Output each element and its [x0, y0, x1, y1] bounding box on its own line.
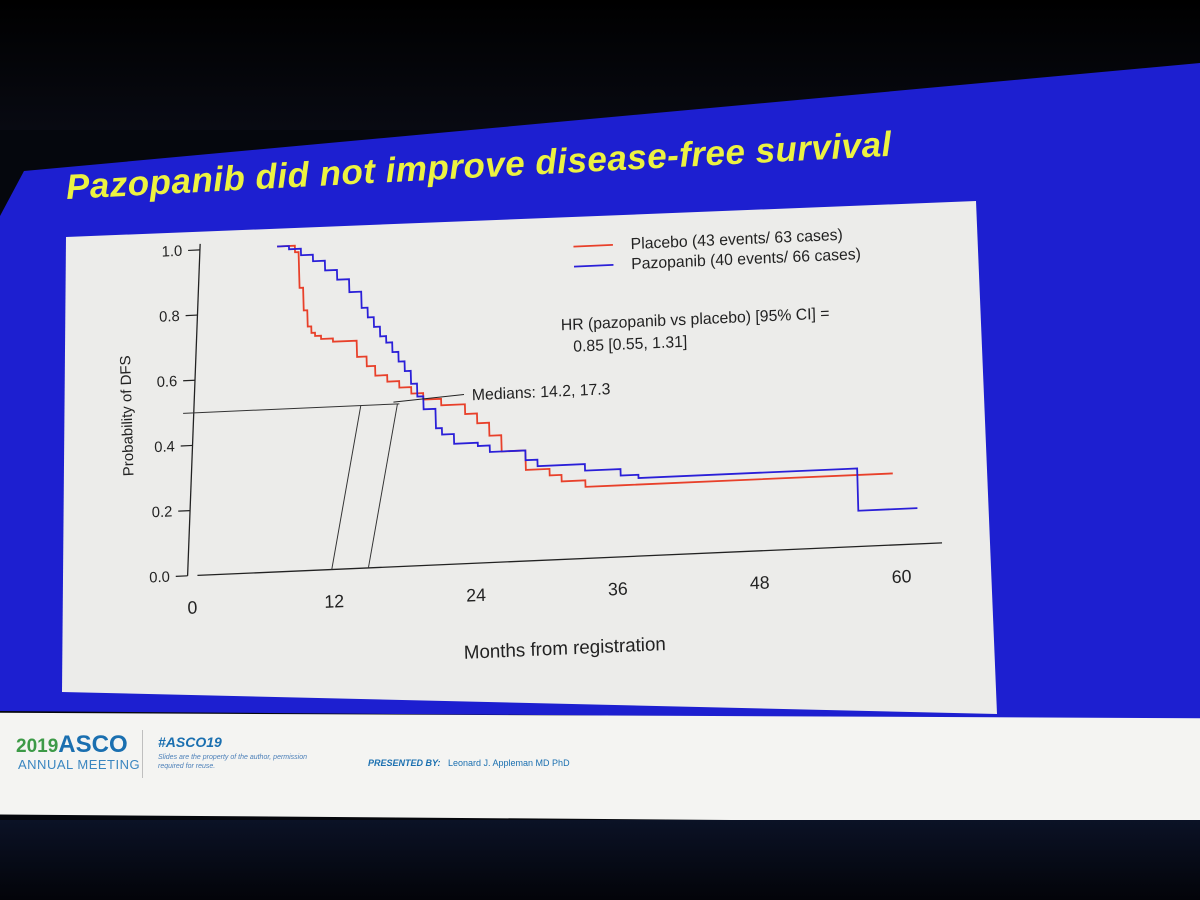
median-horizontal-line	[183, 403, 400, 414]
meeting-year: 2019	[16, 736, 59, 757]
chart-plane: 0.00.20.40.60.81.0 0 12 24 36 48 60 Placebo (…	[118, 227, 943, 664]
presented-by-label: PRESENTED BY:	[368, 758, 441, 768]
median-vertical-line-1	[367, 403, 398, 569]
median-lines	[183, 403, 400, 570]
y-tick-0	[175, 575, 188, 577]
x-tick-label-2: 24	[466, 585, 486, 606]
rights-notice: Slides are the property of the author, p…	[158, 754, 308, 770]
y-tick-2	[180, 444, 193, 447]
meeting-name: ASCO	[58, 731, 128, 758]
x-tick-label-1: 12	[324, 591, 344, 612]
legend-swatch-pazopanib	[573, 263, 614, 268]
y-tick-label-3: 0.6	[156, 374, 177, 391]
x-tick-label-0: 0	[187, 597, 197, 618]
room-floor	[0, 820, 1200, 900]
y-tick-label-2: 0.4	[154, 439, 175, 456]
y-tick-label-4: 0.8	[159, 309, 180, 326]
y-axis-label: Probability of DFS	[118, 355, 137, 477]
km-curve-pazopanib	[277, 245, 918, 512]
y-tick-3	[183, 379, 196, 382]
km-curve-placebo	[277, 244, 893, 488]
y-axis-line	[186, 243, 201, 576]
presenter-name: Leonard J. Appleman MD PhD	[448, 758, 570, 768]
x-axis-label: Months from registration	[464, 634, 667, 664]
hashtag: #ASCO19	[158, 734, 222, 750]
x-axis-line	[197, 542, 943, 577]
x-ticks: 0 12 24 36 48 60	[187, 566, 912, 618]
y-tick-label-5: 1.0	[161, 244, 182, 261]
series-group	[277, 244, 918, 512]
y-ticks: 0.0 0.2 0.4 0.6 0.8 1.0	[149, 244, 200, 587]
y-tick-4	[185, 314, 198, 317]
y-tick-label-0: 0.0	[149, 570, 170, 587]
meeting-subtitle: ANNUAL MEETING	[18, 757, 141, 772]
footer-divider	[142, 730, 143, 778]
hr-annotation-line1: HR (pazopanib vs placebo) [95% CI] =	[561, 305, 830, 334]
y-tick-5	[188, 249, 200, 252]
x-tick-label-4: 48	[750, 572, 770, 593]
x-tick-label-5: 60	[891, 566, 911, 587]
hr-annotation-line2: 0.85 [0.55, 1.31]	[573, 334, 687, 356]
y-tick-label-1: 0.2	[152, 504, 173, 521]
x-tick-label-3: 36	[608, 579, 628, 600]
medians-annotation: Medians: 14.2, 17.3	[472, 381, 611, 404]
medians-pointer-line	[393, 394, 465, 403]
median-vertical-line-0	[331, 405, 362, 570]
y-tick-1	[178, 510, 191, 512]
legend-swatch-placebo	[573, 243, 613, 248]
asco-logo: 2019ASCO	[16, 733, 128, 759]
